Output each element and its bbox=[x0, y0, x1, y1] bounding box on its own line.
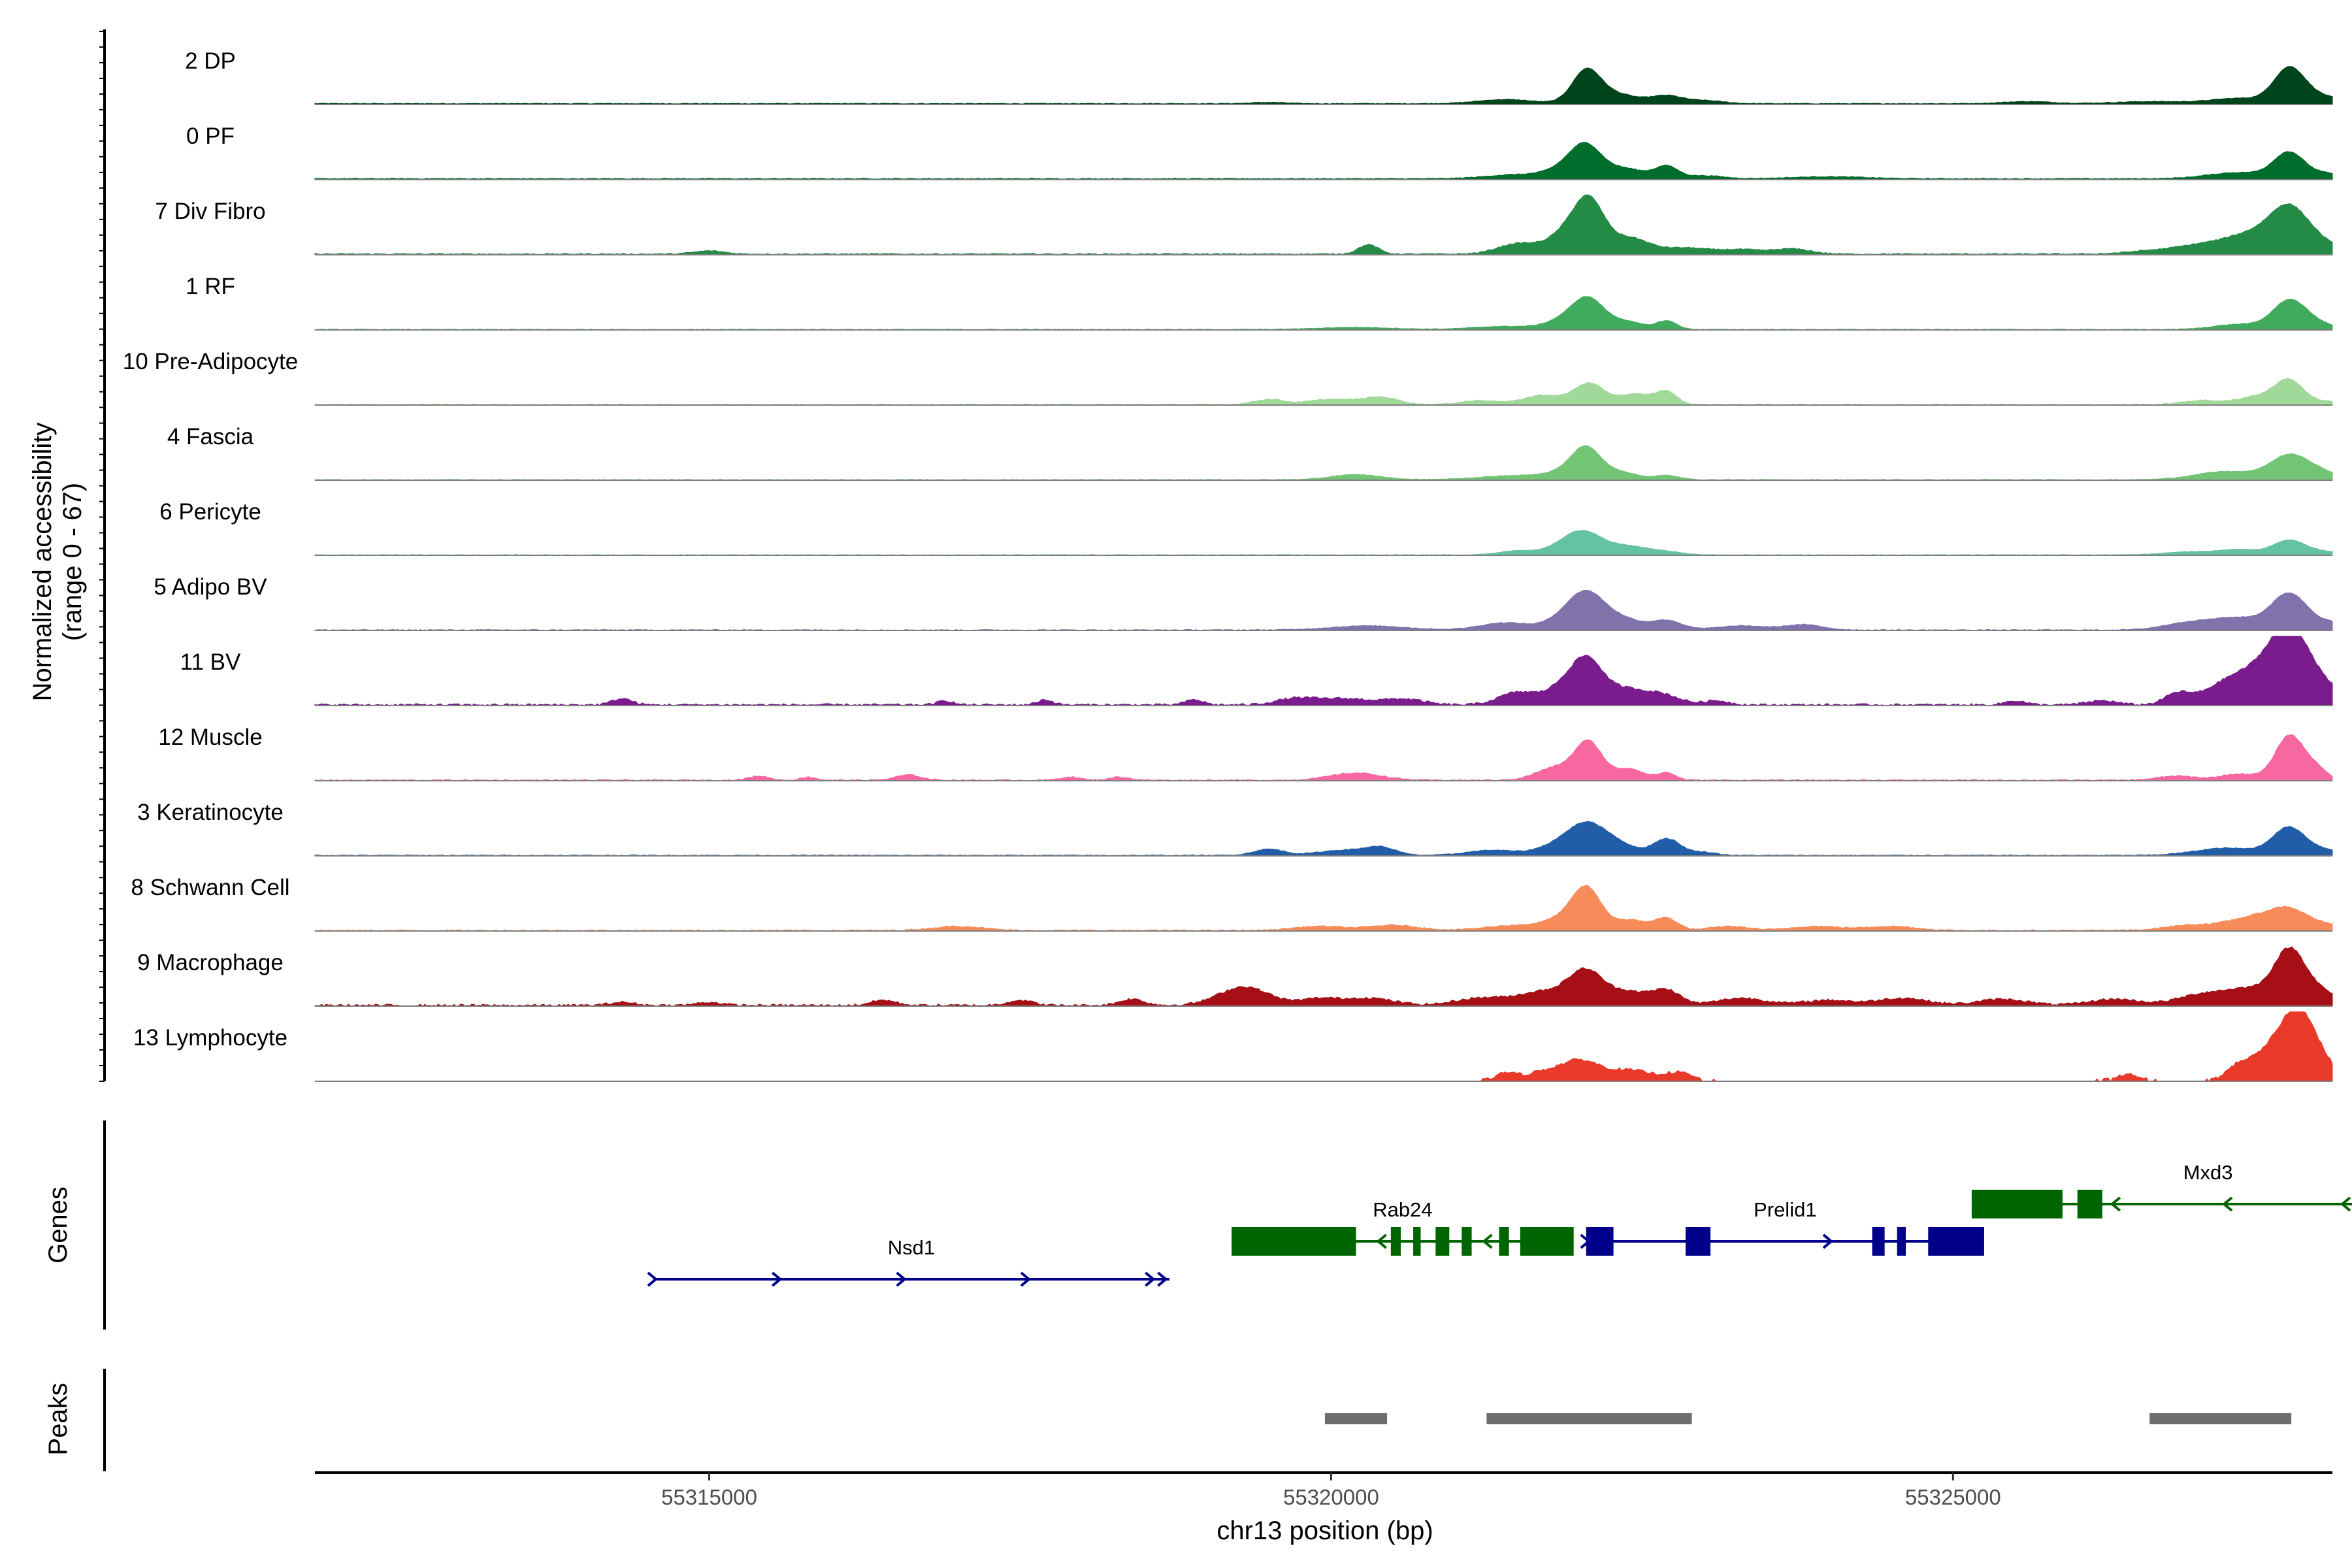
track-label: 11 BV bbox=[180, 649, 241, 675]
track-5-adipo-bv: 5 Adipo BV bbox=[154, 574, 2333, 631]
track-11-bv: 11 BV bbox=[180, 636, 2333, 706]
track-13-lymphocyte: 13 Lymphocyte bbox=[133, 1011, 2333, 1082]
track-2-dp: 2 DP bbox=[185, 48, 2333, 105]
gene-prelid1: Prelid1 bbox=[1580, 1198, 1984, 1256]
x-tick-label: 55320000 bbox=[1283, 1485, 1379, 1509]
strand-arrow bbox=[1376, 1233, 1387, 1249]
accessibility-y-ticks bbox=[99, 31, 105, 1082]
strand-arrow bbox=[896, 1271, 907, 1287]
exon-block bbox=[1971, 1190, 2063, 1218]
gene-annotation-track: Nsd1 Rab24 Prelid1 Mxd3 bbox=[647, 1161, 2352, 1287]
x-tick-label: 55325000 bbox=[1905, 1485, 2001, 1509]
track-12-muscle: 12 Muscle bbox=[158, 725, 2333, 781]
track-9-macrophage: 9 Macrophage bbox=[137, 946, 2333, 1007]
exon-block bbox=[1872, 1227, 1885, 1256]
strand-arrow bbox=[2340, 1196, 2351, 1212]
x-axis-title: chr13 position (bp) bbox=[1217, 1516, 1433, 1545]
strand-arrow bbox=[771, 1271, 783, 1287]
track-label: 9 Macrophage bbox=[137, 950, 284, 975]
gene-label: Mxd3 bbox=[2183, 1161, 2233, 1184]
track-label: 5 Adipo BV bbox=[154, 574, 267, 600]
gene-label: Prelid1 bbox=[1754, 1198, 1817, 1221]
track-label: 12 Muscle bbox=[158, 725, 263, 750]
peak-bar bbox=[1486, 1413, 1692, 1424]
track-4-fascia: 4 Fascia bbox=[167, 424, 2333, 481]
strand-arrow bbox=[1020, 1271, 1032, 1287]
exon-block bbox=[2077, 1190, 2102, 1218]
track-label: 13 Lymphocyte bbox=[133, 1025, 287, 1051]
gene-rab24: Rab24 bbox=[1232, 1198, 1574, 1256]
track-label: 10 Pre-Adipocyte bbox=[123, 349, 298, 374]
exon-block bbox=[1390, 1227, 1401, 1256]
strand-arrow bbox=[1822, 1233, 1834, 1249]
strand-arrow bbox=[1145, 1271, 1156, 1287]
exon-block bbox=[1520, 1227, 1574, 1256]
strand-arrow bbox=[647, 1271, 658, 1287]
peak-track bbox=[1324, 1413, 2292, 1424]
exon-block bbox=[1897, 1227, 1906, 1256]
gene-mxd3: Mxd3 bbox=[1971, 1161, 2352, 1218]
exon-block bbox=[1499, 1227, 1509, 1256]
peaks-panel-label: Peaks bbox=[44, 1382, 73, 1455]
track-label: 0 PF bbox=[186, 123, 235, 149]
coverage-area bbox=[314, 142, 2333, 180]
peak-bar bbox=[2149, 1413, 2292, 1424]
track-label: 4 Fascia bbox=[167, 424, 254, 449]
exon-block bbox=[1928, 1227, 1984, 1256]
coverage-area bbox=[314, 636, 2333, 706]
strand-arrow bbox=[1580, 1233, 1591, 1249]
gene-nsd1: Nsd1 bbox=[647, 1236, 1169, 1287]
coverage-area bbox=[314, 734, 2333, 781]
strand-arrow bbox=[1157, 1271, 1168, 1287]
track-label: 1 RF bbox=[186, 274, 235, 299]
track-10-pre-adipocyte: 10 Pre-Adipocyte bbox=[123, 349, 2333, 406]
exon-block bbox=[1462, 1227, 1472, 1256]
peak-bar bbox=[1324, 1413, 1388, 1424]
exon-block bbox=[1232, 1227, 1356, 1256]
exon-block bbox=[1413, 1227, 1421, 1256]
track-label: 2 DP bbox=[185, 48, 236, 74]
track-7-div-fibro: 7 Div Fibro bbox=[155, 194, 2333, 255]
genes-panel-label: Genes bbox=[44, 1186, 73, 1264]
track-0-pf: 0 PF bbox=[186, 123, 2333, 180]
track-label: 3 Keratinocyte bbox=[137, 800, 284, 825]
track-1-rf: 1 RF bbox=[186, 274, 2333, 331]
x-tick-label: 55315000 bbox=[661, 1485, 757, 1509]
strand-arrow bbox=[1482, 1233, 1493, 1249]
track-label: 8 Schwann Cell bbox=[131, 875, 289, 900]
track-label: 7 Div Fibro bbox=[155, 199, 265, 224]
x-axis-ticks: 55315000 55320000 55325000 bbox=[661, 1473, 2001, 1509]
exon-block bbox=[1435, 1227, 1450, 1256]
track-label: 6 Pericyte bbox=[159, 499, 261, 525]
strand-arrow bbox=[2222, 1196, 2233, 1212]
gene-label: Nsd1 bbox=[888, 1236, 935, 1259]
track-6-pericyte: 6 Pericyte bbox=[159, 499, 2333, 556]
coverage-area bbox=[314, 66, 2333, 105]
y-axis-title-line2: (range 0 - 67) bbox=[58, 483, 87, 641]
strand-arrow bbox=[2110, 1196, 2121, 1212]
track-8-schwann-cell: 8 Schwann Cell bbox=[131, 875, 2333, 932]
track-3-keratinocyte: 3 Keratinocyte bbox=[137, 800, 2333, 857]
exon-block bbox=[1686, 1227, 1711, 1256]
coverage-area bbox=[314, 946, 2333, 1007]
gene-label: Rab24 bbox=[1373, 1198, 1432, 1221]
accessibility-tracks: 2 DP 0 PF 7 Div Fibro 1 RF 10 Pre-Adipocyte 4… bbox=[123, 48, 2333, 1082]
y-axis-title-line1: Normalized accessibility bbox=[28, 423, 57, 702]
